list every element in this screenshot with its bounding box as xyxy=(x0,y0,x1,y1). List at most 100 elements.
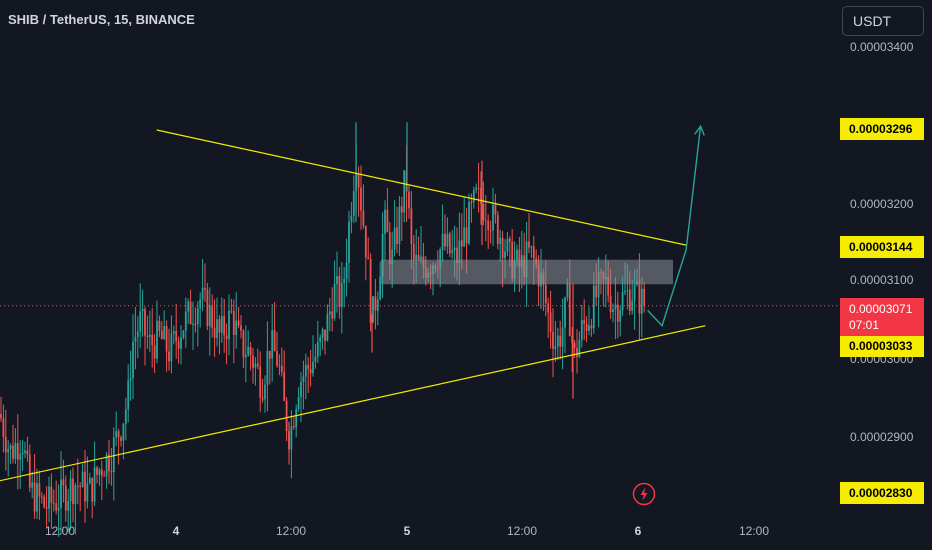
candle-body xyxy=(614,304,617,310)
candle-body xyxy=(621,292,624,311)
candle-body xyxy=(254,363,257,368)
candle-body xyxy=(225,335,228,339)
candle-body xyxy=(300,382,302,398)
projection-arrowhead xyxy=(694,124,705,136)
candle-body xyxy=(252,355,254,368)
lightning-bolt-icon[interactable] xyxy=(632,482,656,506)
candle-body xyxy=(468,202,470,244)
candle-body xyxy=(21,452,24,454)
candle-body xyxy=(458,240,461,263)
candle-body xyxy=(112,437,115,472)
candle-body xyxy=(26,450,29,455)
candle-body xyxy=(213,327,216,338)
candle-body xyxy=(302,376,305,383)
candle-body xyxy=(189,301,192,324)
candle-body xyxy=(216,319,218,338)
candle-body xyxy=(638,281,641,314)
candle-body xyxy=(516,249,518,261)
candle-body xyxy=(60,479,62,508)
candle-body xyxy=(568,283,571,336)
candle-body xyxy=(564,297,566,328)
candle-body xyxy=(256,363,259,367)
candle-body xyxy=(64,485,67,511)
candle-body xyxy=(184,311,187,331)
candle-body xyxy=(36,483,38,512)
symbol-title[interactable]: SHIB / TetherUS, 15, BINANCE xyxy=(8,12,195,27)
candle-body xyxy=(554,346,557,349)
candle-body xyxy=(348,221,350,263)
candle-body xyxy=(120,437,122,441)
drawing-overlays xyxy=(0,124,840,482)
candle-body xyxy=(14,443,17,459)
candle-body xyxy=(170,333,173,362)
candle-body xyxy=(340,283,343,307)
candle-body xyxy=(69,478,72,501)
candle-body xyxy=(528,241,530,248)
candle-body xyxy=(396,227,398,245)
candle-body xyxy=(247,346,250,356)
candle-body xyxy=(333,284,336,319)
candle-body xyxy=(12,445,14,459)
candle-body xyxy=(180,337,182,349)
currency-button[interactable]: USDT xyxy=(842,6,924,36)
candle-body xyxy=(165,326,168,352)
candle-body xyxy=(585,323,588,331)
candle-body xyxy=(475,187,478,190)
candle-body xyxy=(105,454,108,477)
current-price-tag: 0.00003071 07:01 xyxy=(840,298,924,336)
candle-body xyxy=(525,241,528,278)
candle-body xyxy=(244,355,247,358)
y-tick-label: 0.00002900 xyxy=(850,430,914,444)
candle-body xyxy=(290,426,293,450)
price-level-tag: 0.00002830 xyxy=(840,482,924,504)
candle-body xyxy=(362,210,365,226)
candle-body xyxy=(559,335,562,347)
candle-body xyxy=(24,450,26,453)
candle-body xyxy=(158,320,161,331)
candle-body xyxy=(62,479,65,486)
candle-body xyxy=(372,296,374,323)
candle-body xyxy=(31,482,34,488)
candle-body xyxy=(412,244,415,260)
candle-body xyxy=(393,227,396,250)
candle-body xyxy=(136,331,139,337)
candle-body xyxy=(163,326,166,339)
candle-body xyxy=(307,364,310,369)
candle-body xyxy=(103,475,106,477)
candle-body xyxy=(547,303,550,313)
candle-body xyxy=(153,345,156,359)
candle-body xyxy=(583,320,586,324)
candle-body xyxy=(321,329,324,338)
candle-body xyxy=(261,397,264,400)
candle-body xyxy=(386,209,389,233)
candle-body xyxy=(444,233,446,247)
candle-body xyxy=(549,312,552,333)
current-price: 0.00003071 xyxy=(849,302,913,316)
candle-body xyxy=(357,173,360,188)
candle-body xyxy=(504,251,506,259)
candle-body xyxy=(439,249,442,269)
candle-body xyxy=(571,335,574,343)
candle-body xyxy=(410,208,413,245)
candle-body xyxy=(400,206,403,213)
candle-body xyxy=(223,316,226,336)
candle-body xyxy=(172,331,175,334)
candle-body xyxy=(388,232,391,265)
candle-body xyxy=(324,329,326,341)
candle-body xyxy=(259,366,262,398)
candle-body xyxy=(57,507,60,511)
y-tick-label: 0.00003100 xyxy=(850,273,914,287)
candle-body xyxy=(314,356,317,362)
candle-body xyxy=(518,249,521,268)
projection-path xyxy=(647,126,702,328)
candle-body xyxy=(420,256,422,260)
candle-body xyxy=(266,350,269,385)
candle-body xyxy=(285,400,288,432)
candle-body xyxy=(201,287,204,300)
candle-body xyxy=(16,443,19,460)
candle-body xyxy=(643,288,646,306)
candle-body xyxy=(242,330,245,358)
candle-body xyxy=(441,233,444,250)
candle-body xyxy=(0,413,2,419)
